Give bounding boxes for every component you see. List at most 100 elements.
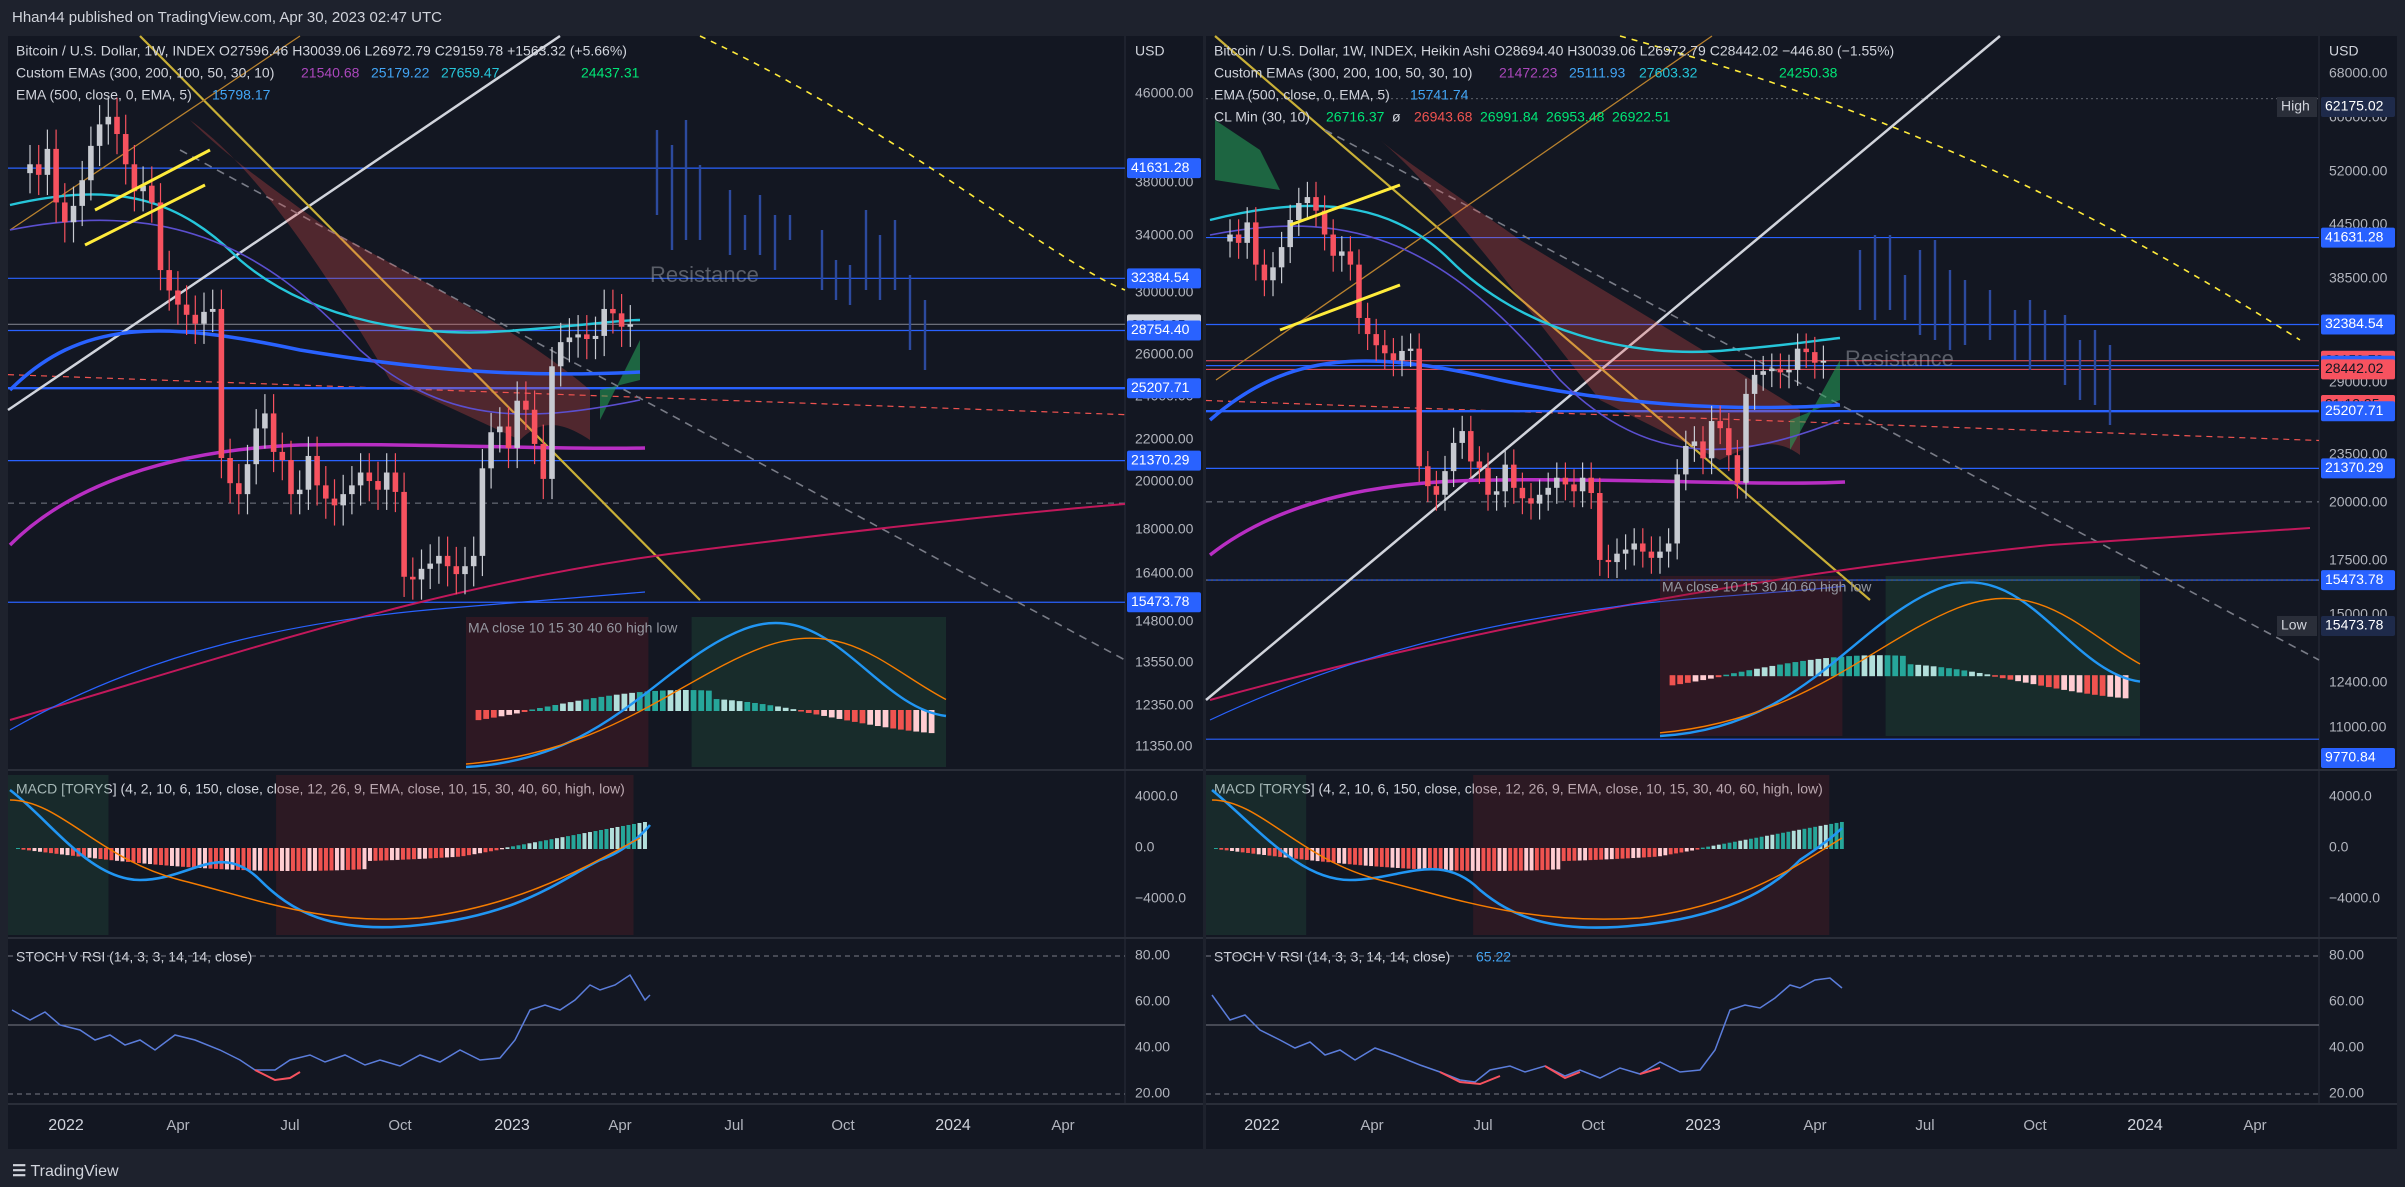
macd-hist-bar bbox=[412, 848, 416, 860]
candle-body bbox=[175, 290, 181, 305]
legend-main: Bitcoin / U.S. Dollar, 1W, INDEX O27596.… bbox=[16, 43, 627, 59]
macd-hist-bar bbox=[511, 846, 515, 849]
macd-hist-bar bbox=[1572, 848, 1577, 861]
candle-body bbox=[1648, 551, 1655, 558]
macd-hist-bar bbox=[1342, 848, 1347, 864]
macd-hist-bar bbox=[247, 848, 251, 871]
macd-hist-bar bbox=[456, 848, 460, 857]
macd-hist-bar bbox=[566, 836, 570, 849]
macd-hist-bar bbox=[285, 848, 290, 871]
macd-hist-bar bbox=[1690, 848, 1695, 851]
candle-body bbox=[436, 555, 442, 564]
candle-body bbox=[314, 455, 320, 486]
macd-hist-bar bbox=[1775, 833, 1780, 849]
macd-hist-bar bbox=[186, 848, 191, 868]
macd-hist-bar bbox=[1288, 848, 1293, 859]
macd-hist-bar bbox=[1246, 848, 1250, 854]
candle-body bbox=[601, 308, 607, 336]
candle-body bbox=[105, 116, 112, 125]
candle-body bbox=[1356, 264, 1362, 318]
macd-hist-bar bbox=[1642, 848, 1646, 858]
macd-hist-bar bbox=[137, 848, 141, 864]
inset-hist-bar bbox=[1669, 675, 1676, 686]
macd-hist-bar bbox=[1256, 848, 1261, 855]
time-tick: 2022 bbox=[1244, 1117, 1280, 1134]
macd-hist-bar bbox=[1652, 848, 1657, 857]
inset-hist-bar bbox=[1938, 667, 1945, 677]
inset-hist-bar bbox=[1784, 663, 1791, 677]
ema-blue bbox=[1208, 359, 1841, 422]
inset-hist-bar bbox=[744, 701, 751, 711]
time-tick: 2024 bbox=[2127, 1117, 2163, 1134]
panel-bg bbox=[8, 36, 1203, 1149]
macd-hist-bar bbox=[274, 848, 279, 871]
macd-hist-bar bbox=[1540, 848, 1545, 871]
macd-hist-bar bbox=[1492, 848, 1497, 871]
macd-hist-bar bbox=[170, 848, 174, 866]
macd-hist-bar bbox=[1813, 826, 1818, 849]
macd-hist-bar bbox=[49, 848, 53, 854]
inset-hist-bar bbox=[1754, 668, 1760, 677]
price-level-label: 21370.29 bbox=[2325, 459, 2384, 475]
macd-hist-bar bbox=[351, 848, 356, 870]
candle-body bbox=[1820, 360, 1827, 363]
inset-hist-bar bbox=[913, 710, 920, 732]
macd-hist-bar bbox=[153, 848, 158, 865]
price-level-label-bg bbox=[1127, 268, 1201, 289]
macd-hist-bar bbox=[615, 826, 620, 849]
inset-red-zone bbox=[1660, 576, 1843, 736]
macd-hist-bar bbox=[16, 848, 20, 849]
candle-body bbox=[305, 455, 312, 490]
inset-hist-bar bbox=[1892, 655, 1899, 677]
candle-body bbox=[1657, 551, 1663, 558]
candle-body bbox=[183, 304, 190, 315]
price-level-label-bg bbox=[1127, 450, 1201, 471]
candle-body bbox=[462, 566, 468, 575]
price-level-label-bg bbox=[2321, 314, 2395, 335]
macd-hist-bar bbox=[1518, 848, 1523, 871]
candle-body bbox=[366, 472, 373, 482]
macd-hist-bar bbox=[1674, 848, 1678, 854]
inset-hist-bar bbox=[606, 695, 612, 711]
macd-tick: 4000.0 bbox=[1135, 788, 1178, 804]
candle-body bbox=[1476, 461, 1483, 468]
price-tick: 12400.00 bbox=[2329, 674, 2388, 690]
price-level-label: 21370.29 bbox=[1131, 451, 1190, 467]
macd-hist-bar bbox=[1262, 848, 1267, 855]
candle-body bbox=[62, 202, 68, 223]
macd-hist-bar bbox=[1577, 848, 1582, 861]
time-tick: Jul bbox=[1915, 1117, 1934, 1134]
macd-hist-bar bbox=[1732, 841, 1737, 849]
macd-hist-bar bbox=[1636, 848, 1641, 858]
macd-hist-bar bbox=[1326, 848, 1331, 863]
macd-hist-bar bbox=[126, 848, 130, 862]
macd-hist-bar bbox=[329, 848, 334, 871]
inset-hist-bar bbox=[713, 699, 720, 711]
stoch-line bbox=[1211, 977, 1843, 1083]
candle-body bbox=[1760, 371, 1766, 375]
candle-body bbox=[514, 400, 520, 448]
macd-hist-bar bbox=[65, 848, 70, 856]
price-tick: 26000.00 bbox=[1135, 346, 1194, 362]
inset-hist-bar bbox=[882, 710, 889, 728]
stoch-tick: 40.00 bbox=[1135, 1039, 1170, 1055]
inset-hist-bar bbox=[636, 692, 643, 711]
candle-body bbox=[505, 426, 512, 448]
macd-hist-bar bbox=[1791, 830, 1796, 849]
candle-body bbox=[1382, 345, 1388, 354]
inset-hist-bar bbox=[1715, 675, 1722, 678]
macd-hist-bar bbox=[461, 848, 466, 857]
inset-hist-bar bbox=[490, 710, 497, 718]
macd-hist-bar bbox=[1561, 848, 1566, 862]
candle-body bbox=[1261, 264, 1268, 281]
macd-hist-bar bbox=[93, 848, 97, 859]
candle-body bbox=[392, 472, 399, 492]
macd-hist-bar bbox=[1417, 848, 1422, 870]
macd-hist-bar bbox=[269, 848, 273, 871]
candle-body bbox=[1743, 393, 1749, 483]
candle-body bbox=[192, 314, 199, 324]
candle-body bbox=[1313, 197, 1319, 211]
macd-hist-bar bbox=[175, 848, 180, 867]
price-level-label: 28442.02 bbox=[2325, 360, 2384, 376]
macd-hist-bar bbox=[368, 848, 372, 861]
